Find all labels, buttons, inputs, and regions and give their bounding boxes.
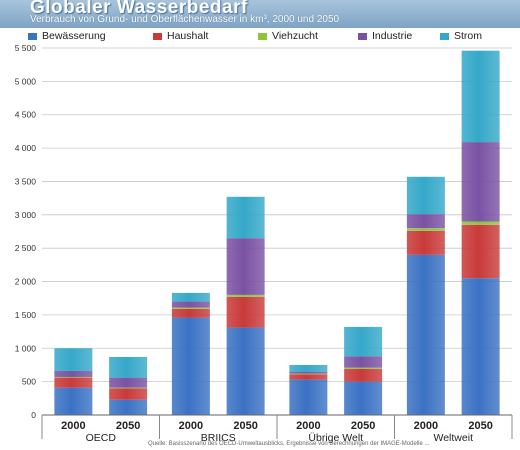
bar-segment-viehzucht (289, 373, 328, 375)
bar-segment-industrie (406, 214, 445, 229)
legend-swatch (28, 32, 37, 40)
y-tick-label: 500 (22, 377, 36, 387)
legend-label: Bewässerung (42, 30, 106, 42)
legend-swatch (258, 32, 267, 40)
chart-subtitle: Verbrauch von Grund- und Oberflächenwass… (30, 14, 340, 25)
legend-item: Haushalt (153, 30, 208, 42)
y-tick-label: 2 000 (15, 277, 37, 287)
bar-segment-bewässerung (461, 278, 500, 415)
bar-segment-haushalt (171, 308, 210, 318)
y-tick-label: 1 000 (15, 343, 37, 353)
legend-label: Haushalt (167, 30, 209, 42)
bar-segment-viehzucht (406, 228, 445, 231)
bar-segment-industrie (171, 301, 210, 308)
legend-swatch (358, 32, 367, 40)
group-label: Übrige Welt (308, 432, 363, 444)
bar-segment-haushalt (289, 374, 328, 380)
bar-segment-haushalt (406, 230, 445, 255)
chart-title: Globaler Wasserbedarf (30, 0, 248, 18)
x-tick-label: 2000 (414, 420, 438, 432)
group-label: Weltweit (434, 432, 474, 444)
bar-segment-strom (54, 348, 93, 371)
bar-segment-viehzucht (109, 387, 148, 389)
chart-legend: Bewässerung Haushalt Viehzucht Industrie Str… (28, 30, 498, 44)
legend-item: Bewässerung (28, 30, 106, 42)
x-tick-label: 2000 (296, 420, 320, 432)
bar-segment-viehzucht (226, 294, 265, 297)
legend-item: Strom (440, 30, 482, 42)
y-tick-label: 4 000 (15, 143, 37, 153)
bar-segment-viehzucht (344, 367, 383, 369)
bar-segment-haushalt (344, 368, 383, 382)
legend-swatch (440, 32, 449, 40)
legend-item: Industrie (358, 30, 412, 42)
y-tick-label: 3 000 (15, 210, 37, 220)
legend-label: Viehzucht (272, 30, 318, 42)
bar-segment-strom (171, 292, 210, 302)
bar-segment-strom (344, 326, 383, 357)
y-tick-label: 0 (31, 410, 36, 420)
y-tick-label: 1 500 (15, 310, 37, 320)
legend-label: Industrie (372, 30, 413, 42)
bar-segment-industrie (461, 142, 500, 222)
bar-segment-strom (406, 176, 445, 215)
bar-segment-haushalt (461, 224, 500, 279)
x-tick-label: 2050 (468, 420, 492, 432)
source-note: Quelle: Basisszenario des OECD-Umweltaus… (148, 441, 430, 447)
bar-segment-haushalt (109, 388, 148, 400)
bar-segment-bewässerung (226, 327, 265, 415)
group-label: BRIICS (201, 432, 236, 444)
y-tick-label: 2 500 (15, 243, 37, 253)
x-tick-label: 2000 (61, 420, 85, 432)
bar-segment-bewässerung (109, 399, 148, 415)
bar-segment-industrie (289, 371, 328, 374)
bar-segment-industrie (109, 377, 148, 388)
legend-swatch (153, 32, 162, 40)
bar-segment-haushalt (54, 377, 93, 388)
y-tick-label: 4 500 (15, 110, 37, 120)
x-tick-label: 2050 (116, 420, 140, 432)
x-tick-label: 2050 (351, 420, 375, 432)
chart-header: Globaler Wasserbedarf Verbrauch von Grun… (0, 0, 520, 28)
bar-segment-strom (461, 50, 500, 143)
bar-segment-bewässerung (289, 379, 328, 415)
bar-segment-bewässerung (171, 317, 210, 415)
bar-segment-strom (109, 356, 148, 378)
bar-segment-viehzucht (461, 221, 500, 225)
y-tick-label: 5 500 (15, 43, 37, 53)
y-tick-label: 3 500 (15, 176, 37, 186)
bar-segment-industrie (344, 356, 383, 368)
bar-segment-viehzucht (54, 376, 93, 378)
bar-segment-viehzucht (171, 307, 210, 309)
bar-segment-bewässerung (54, 387, 93, 415)
legend-item: Viehzucht (258, 30, 318, 42)
x-tick-label: 2050 (233, 420, 257, 432)
bar-segment-strom (289, 364, 328, 372)
bar-segment-haushalt (226, 296, 265, 328)
bar-segment-industrie (54, 370, 93, 377)
y-tick-label: 5 000 (15, 76, 37, 86)
legend-label: Strom (454, 30, 483, 42)
bar-segment-industrie (226, 238, 265, 295)
bar-segment-bewässerung (344, 381, 383, 415)
bar-segment-strom (226, 196, 265, 239)
bar-segment-bewässerung (406, 254, 445, 415)
group-label: OECD (86, 432, 117, 444)
x-tick-label: 2000 (179, 420, 203, 432)
